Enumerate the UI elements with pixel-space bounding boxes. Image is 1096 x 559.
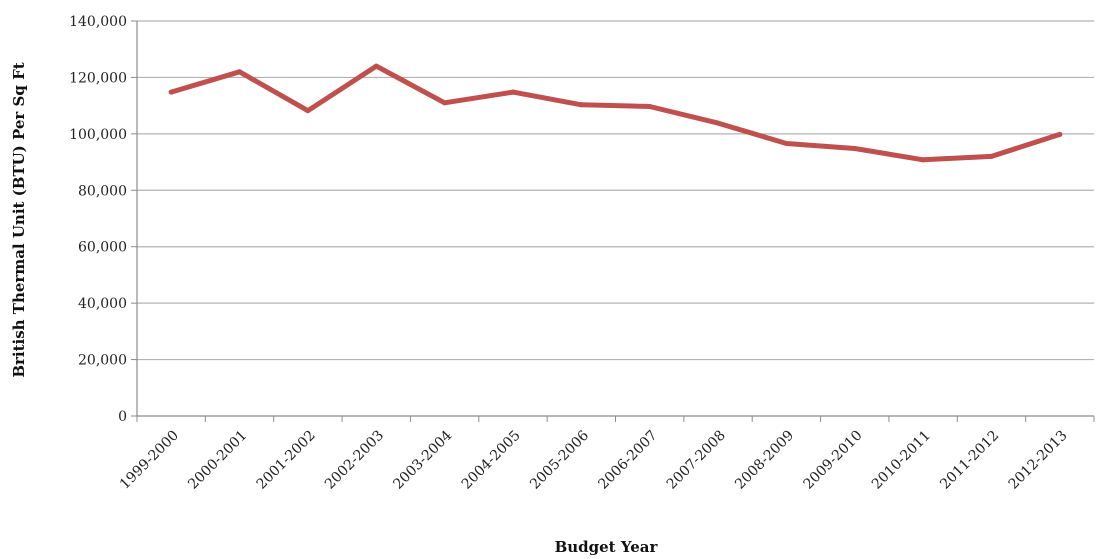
data-point [1057,131,1063,137]
x-tick-label: 2012-2013 [1006,428,1071,493]
x-tick-label: 2003-2004 [390,427,455,492]
x-axis-tick-labels: 1999-2000 2000-2001 2001-2002 2002-2003 2003… [117,427,1071,492]
y-tick-label: 100,000 [69,127,127,143]
x-tick-label: 2005-2006 [527,427,592,492]
data-point [783,140,789,146]
y-tick-label: 20,000 [78,353,127,369]
axes [136,21,1095,422]
y-axis-tick-labels: 0 20,000 40,000 60,000 80,000 100,000 120,000 1… [69,14,127,425]
data-point [920,157,926,163]
x-tick-label: 2007-2008 [664,428,729,493]
y-tick-label: 40,000 [78,296,127,312]
data-point [578,102,584,108]
y-tick-label: 80,000 [78,183,127,199]
x-tick-label: 2001-2002 [254,428,319,493]
y-tick-label: 140,000 [69,14,127,30]
x-tick-label: 2010-2011 [869,428,934,493]
data-point [715,120,721,126]
series-line [168,63,1063,163]
data-point [373,63,379,69]
x-tick-label: 2000-2001 [185,428,250,493]
x-tick-label: 2008-2009 [732,428,797,493]
y-tick-label: 0 [118,409,127,425]
y-axis-title: British Thermal Unit (BTU) Per Sq Ft [10,62,28,377]
y-tick-label: 120,000 [69,70,127,86]
gridlines [131,20,1094,417]
x-tick-label: 2006-2007 [595,428,660,493]
data-point [988,153,994,159]
x-axis-title: Budget Year [555,538,659,556]
y-tick-label: 60,000 [78,240,127,256]
x-tick-label: 2002-2003 [322,428,387,493]
x-tick-label: 2011-2012 [937,428,1002,493]
data-point [442,100,448,106]
x-tick-label: 1999-2000 [117,428,182,493]
data-point [237,69,243,75]
data-point [852,146,858,152]
data-point [510,89,516,95]
series-lines [168,63,1063,163]
data-point [647,103,653,109]
x-tick-label: 2004-2005 [459,428,524,493]
data-point [168,89,174,95]
data-point [305,108,311,114]
x-tick-label: 2009-2010 [801,428,866,493]
